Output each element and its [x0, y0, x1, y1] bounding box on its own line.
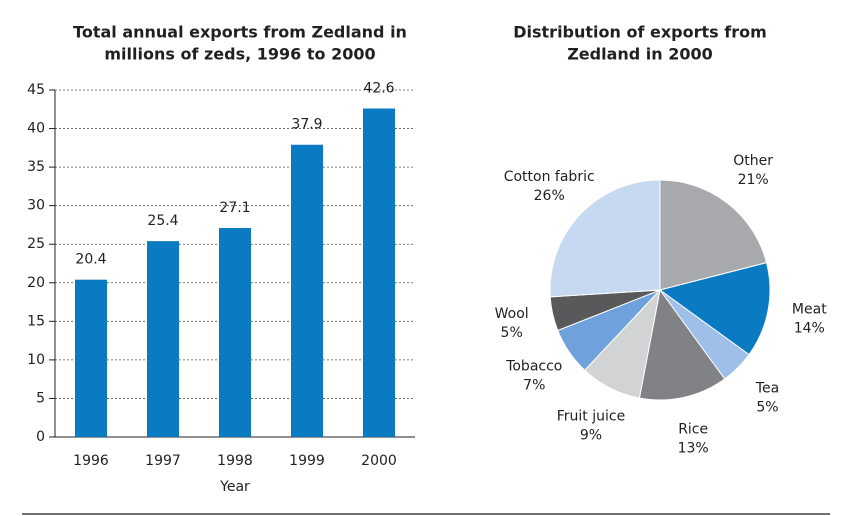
- y-tick-label: 20: [27, 275, 45, 291]
- slice-value: 13%: [678, 440, 709, 456]
- x-tick-label: 1996: [73, 453, 109, 469]
- y-tick-label: 10: [27, 352, 45, 368]
- slice-label: Rice 13%: [678, 421, 709, 456]
- slice-value: 5%: [501, 325, 523, 341]
- y-tick-label: 0: [36, 429, 45, 445]
- slice-value: 21%: [738, 172, 769, 188]
- y-tick-label: 40: [27, 121, 45, 137]
- data-label: 27.1: [219, 200, 250, 216]
- x-tick-label: 1997: [145, 453, 181, 469]
- y-tick-label: 5: [36, 390, 45, 406]
- x-tick-label: 1999: [289, 453, 325, 469]
- chart-title: Total annual exports from Zedland in: [73, 23, 407, 42]
- slice-name: Tobacco: [505, 358, 562, 374]
- slice-name: Rice: [678, 421, 708, 437]
- slice-value: 7%: [523, 377, 545, 393]
- y-tick-label: 25: [27, 236, 45, 252]
- pie-slice: [549, 179, 661, 298]
- slice-label: Tobacco 7%: [505, 358, 562, 393]
- y-tick-label: 15: [27, 313, 45, 329]
- data-label: 37.9: [291, 117, 322, 133]
- pie-slice: [659, 179, 768, 291]
- y-tick-label: 30: [27, 198, 45, 214]
- pie-slice: [658, 262, 771, 356]
- bar: [219, 228, 251, 437]
- slice-label: Meat 14%: [792, 301, 827, 336]
- chart-title: Distribution of exports from: [513, 23, 767, 42]
- slice-label: Tea 5%: [755, 380, 779, 415]
- slice-value: 9%: [580, 427, 602, 443]
- slice-name: Fruit juice: [557, 408, 625, 424]
- y-tick-label: 35: [27, 159, 45, 175]
- pie-slice: [638, 288, 726, 401]
- slice-value: 5%: [756, 399, 778, 415]
- slice-label: Wool 5%: [495, 306, 529, 341]
- slice-label: Cotton fabric 26%: [504, 169, 595, 204]
- chart-title: millions of zeds, 1996 to 2000: [104, 45, 375, 64]
- bar: [363, 108, 395, 438]
- chart-title: Zedland in 2000: [567, 45, 713, 64]
- data-label: 25.4: [147, 213, 178, 229]
- data-label: 42.6: [363, 81, 394, 97]
- slice-name: Wool: [495, 306, 529, 322]
- slice-value: 14%: [794, 320, 825, 336]
- slice-name: Tea: [755, 380, 779, 396]
- slice-label: Other 21%: [733, 153, 773, 188]
- bar: [75, 279, 107, 437]
- y-tick-label: 45: [27, 82, 45, 98]
- slice-name: Cotton fabric: [504, 169, 595, 185]
- data-label: 20.4: [75, 252, 106, 268]
- slice-name: Meat: [792, 301, 827, 317]
- slice-value: 26%: [534, 188, 565, 204]
- bar: [147, 241, 179, 437]
- bar: [291, 144, 323, 437]
- x-tick-label: 2000: [361, 453, 397, 469]
- x-tick-label: 1998: [217, 453, 253, 469]
- slice-name: Other: [733, 153, 773, 169]
- x-axis-label: Year: [219, 479, 250, 495]
- slice-label: Fruit juice 9%: [557, 408, 625, 443]
